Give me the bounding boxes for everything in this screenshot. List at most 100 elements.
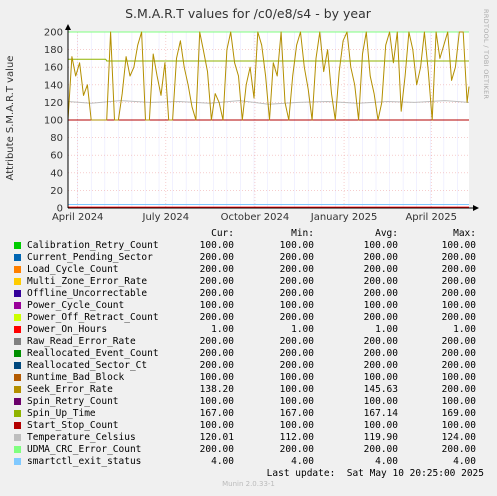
- legend-value-cur: 120.01: [199, 432, 234, 443]
- legend-value-avg: 100.00: [363, 420, 398, 431]
- legend-value-min: 100.00: [279, 300, 314, 311]
- x-tick-label: July 2024: [142, 212, 190, 223]
- legend-series-name: Spin_Retry_Count: [27, 396, 119, 407]
- legend-swatch: [14, 302, 21, 309]
- legend-value-max: 200.00: [441, 264, 476, 275]
- legend-row: Seek_Error_Rate 138.20 100.00 145.63 200.00: [0, 384, 497, 396]
- y-tick-label: 20: [50, 186, 63, 197]
- legend-value-avg: 167.14: [363, 408, 398, 419]
- legend-row: Spin_Up_Time 167.00 167.00 167.14 169.00: [0, 408, 497, 420]
- legend-series-name: Power_Off_Retract_Count: [27, 312, 159, 323]
- legend-row: Calibration_Retry_Count 100.00 100.00 100.0…: [0, 240, 497, 252]
- x-tick-label: April 2025: [405, 212, 456, 223]
- legend-value-cur: 200.00: [199, 276, 234, 287]
- legend-row: Spin_Retry_Count 100.00 100.00 100.00 100.00: [0, 396, 497, 408]
- y-axis-arrow: [65, 24, 71, 30]
- legend-value-min: 200.00: [279, 444, 314, 455]
- legend-header: Cur: Min: Avg: Max:: [0, 228, 497, 240]
- legend-value-min: 100.00: [279, 372, 314, 383]
- legend-value-avg: 100.00: [363, 396, 398, 407]
- legend-swatch: [14, 338, 21, 345]
- legend-value-cur: 200.00: [199, 288, 234, 299]
- legend-row: Power_On_Hours 1.00 1.00 1.00 1.00: [0, 324, 497, 336]
- legend-value-max: 200.00: [441, 348, 476, 359]
- axes: [65, 24, 479, 211]
- legend-swatch: [14, 350, 21, 357]
- legend-value-min: 100.00: [279, 240, 314, 251]
- legend-value-max: 200.00: [441, 288, 476, 299]
- legend-value-max: 200.00: [441, 336, 476, 347]
- legend-row: Multi_Zone_Error_Rate 200.00 200.00 200.00 2…: [0, 276, 497, 288]
- y-tick-label: 0: [57, 204, 63, 215]
- legend-series-name: Runtime_Bad_Block: [27, 372, 125, 383]
- legend-series-name: Offline_Uncorrectable: [27, 288, 148, 299]
- legend-row: Temperature_Celsius 120.01 112.00 119.90 124…: [0, 432, 497, 444]
- column-min: Min:: [291, 228, 314, 239]
- legend-value-avg: 100.00: [363, 372, 398, 383]
- legend-series-name: Start_Stop_Count: [27, 420, 119, 431]
- legend-value-avg: 200.00: [363, 348, 398, 359]
- y-tick-label: 140: [44, 80, 63, 91]
- y-tick-label: 200: [44, 28, 63, 39]
- legend-value-cur: 200.00: [199, 444, 234, 455]
- legend-swatch: [14, 290, 21, 297]
- column-max: Max:: [453, 228, 476, 239]
- legend-value-cur: 4.00: [211, 456, 234, 467]
- legend-value-min: 200.00: [279, 276, 314, 287]
- legend-value-min: 200.00: [279, 264, 314, 275]
- legend-value-cur: 100.00: [199, 240, 234, 251]
- legend-value-min: 200.00: [279, 336, 314, 347]
- legend-value-max: 169.00: [441, 408, 476, 419]
- y-axis-label: Attribute S.M.A.R.T value: [5, 56, 16, 181]
- legend-swatch: [14, 362, 21, 369]
- legend-row: Offline_Uncorrectable 200.00 200.00 200.00 2…: [0, 288, 497, 300]
- legend-value-cur: 200.00: [199, 336, 234, 347]
- y-tick-label: 160: [44, 63, 63, 74]
- legend-value-cur: 1.00: [211, 324, 234, 335]
- legend-value-min: 200.00: [279, 312, 314, 323]
- legend-value-avg: 200.00: [363, 336, 398, 347]
- legend-row: Runtime_Bad_Block 100.00 100.00 100.00 100.0…: [0, 372, 497, 384]
- legend-value-max: 200.00: [441, 252, 476, 263]
- legend-series-name: Seek_Error_Rate: [27, 384, 113, 395]
- legend-series-name: Raw_Read_Error_Rate: [27, 336, 136, 347]
- legend-swatch: [14, 254, 21, 261]
- legend-swatch: [14, 266, 21, 273]
- legend-value-avg: 100.00: [363, 240, 398, 251]
- legend-value-max: 200.00: [441, 384, 476, 395]
- x-axis-arrow: [473, 205, 479, 211]
- legend-value-avg: 100.00: [363, 300, 398, 311]
- legend-row: Reallocated_Sector_Ct 200.00 200.00 200.00 2…: [0, 360, 497, 372]
- chart-title: S.M.A.R.T values for /c0/e8/s4 - by year: [125, 6, 372, 21]
- legend-series-name: Current_Pending_Sector: [27, 252, 153, 263]
- legend-row: Load_Cycle_Count 200.00 200.00 200.00 200.00: [0, 264, 497, 276]
- rrdtool-watermark: RRDTOOL / TOBI OETIKER: [482, 9, 490, 99]
- last-update: Last update: Sat May 10 20:25:00 2025: [266, 468, 484, 479]
- legend-value-cur: 200.00: [199, 360, 234, 371]
- legend-value-cur: 200.00: [199, 348, 234, 359]
- legend-value-cur: 100.00: [199, 396, 234, 407]
- legend-value-max: 4.00: [453, 456, 476, 467]
- legend-value-cur: 100.00: [199, 372, 234, 383]
- legend-value-max: 124.00: [441, 432, 476, 443]
- legend-value-avg: 200.00: [363, 288, 398, 299]
- x-tick-label: October 2024: [221, 212, 290, 223]
- series-line-spin-up-time: [68, 58, 469, 62]
- legend-swatch: [14, 422, 21, 429]
- legend-series-name: Spin_Up_Time: [27, 408, 96, 419]
- legend-row: UDMA_CRC_Error_Count 200.00 200.00 200.00 20…: [0, 444, 497, 456]
- y-tick-label: 60: [50, 151, 63, 162]
- legend-value-min: 112.00: [279, 432, 314, 443]
- legend-series-name: Reallocated_Sector_Ct: [27, 360, 148, 371]
- legend-value-cur: 138.20: [199, 384, 234, 395]
- column-avg: Avg:: [375, 228, 398, 239]
- x-tick-label: April 2024: [52, 212, 103, 223]
- column-cur: Cur:: [211, 228, 234, 239]
- munin-footer: Munin 2.0.33-1: [222, 480, 275, 488]
- legend-swatch: [14, 386, 21, 393]
- legend-value-avg: 145.63: [363, 384, 398, 395]
- y-tick-label: 100: [44, 116, 63, 127]
- legend-row: smartctl_exit_status 4.00 4.00 4.00 4.00: [0, 456, 497, 468]
- tick-labels: 0 20 40 60 80 100 120 140 160 180 200 April 2024 Jul…: [44, 28, 457, 224]
- legend-value-avg: 4.00: [375, 456, 398, 467]
